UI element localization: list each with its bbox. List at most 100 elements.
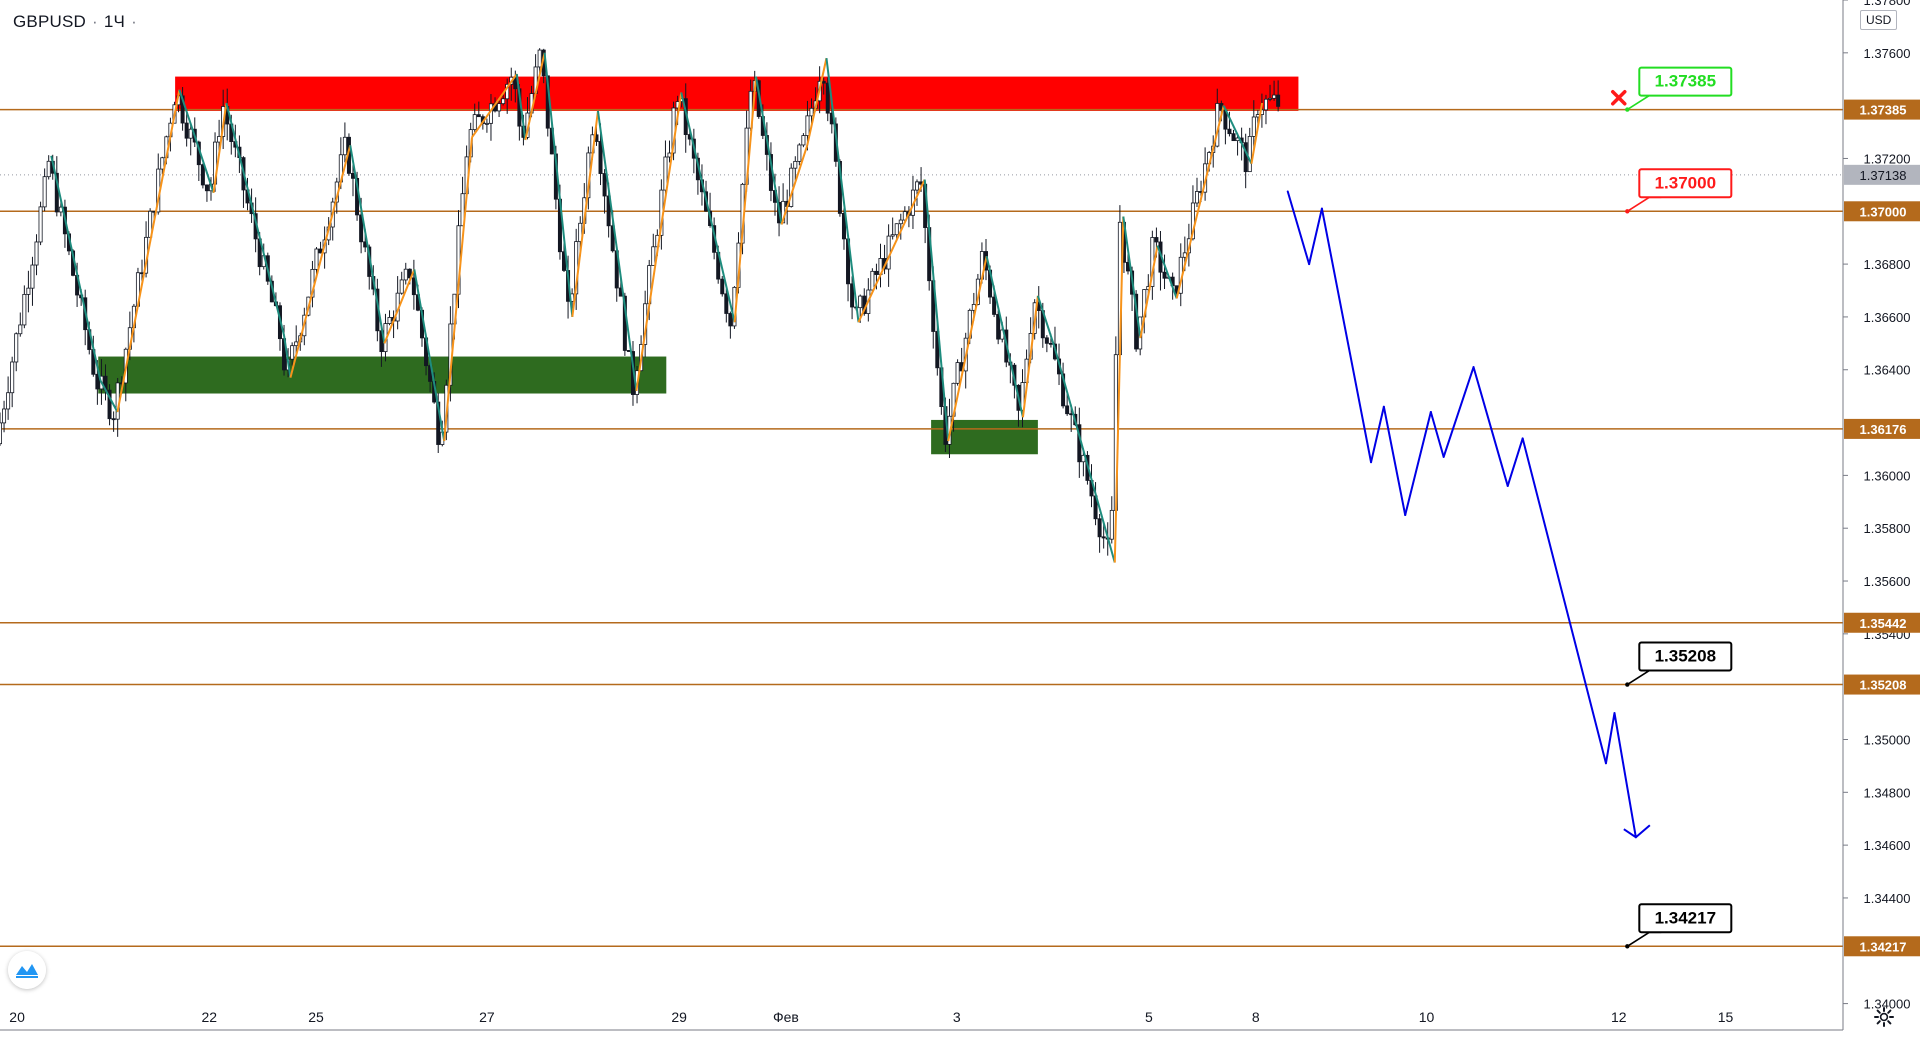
level-price-tag[interactable] xyxy=(1844,201,1920,222)
time-tick-label: 25 xyxy=(308,1009,324,1025)
forecast-segment[interactable] xyxy=(1472,366,1509,487)
callout-black[interactable]: 1.34217 xyxy=(1625,903,1733,949)
level-price-tag[interactable] xyxy=(1844,99,1920,120)
currency-label[interactable]: USD xyxy=(1860,10,1898,30)
level-price-tag[interactable] xyxy=(1844,936,1920,957)
forecast-segment[interactable] xyxy=(1442,366,1475,458)
wave-up-segment xyxy=(1175,105,1225,299)
candle-body xyxy=(505,83,510,100)
candle-body xyxy=(387,317,392,324)
level-price-text: 1.34217 xyxy=(1860,939,1907,954)
candle-body xyxy=(484,122,489,125)
wave-down-segment xyxy=(1036,295,1056,349)
forecast-segment[interactable] xyxy=(1286,190,1311,266)
time-tick-label: Фев xyxy=(773,1009,799,1025)
time-tick-label: 3 xyxy=(953,1009,961,1025)
wave-up-segment xyxy=(471,73,518,138)
candle-body xyxy=(476,114,481,118)
wave-up-segment xyxy=(857,179,926,323)
forecast-segment[interactable] xyxy=(1308,207,1323,266)
candle-body xyxy=(1247,136,1252,173)
candle-body xyxy=(1272,94,1277,99)
red-x-icon[interactable] xyxy=(1611,89,1627,106)
candle-body xyxy=(188,128,193,139)
wave-down-segment xyxy=(178,89,215,194)
forecast-segment[interactable] xyxy=(1521,437,1607,765)
price-tick-label: 1.36800 xyxy=(1864,257,1911,272)
wave-down-segment xyxy=(1222,105,1253,165)
candle-body xyxy=(46,160,51,178)
forecast-segment[interactable] xyxy=(1429,411,1445,458)
wave-down-segment xyxy=(985,255,1024,418)
forecast-segment[interactable] xyxy=(1320,207,1373,464)
level-lines-layer xyxy=(0,108,1843,948)
candle-body xyxy=(825,82,830,114)
forecast-segment[interactable] xyxy=(1370,405,1385,464)
symbol-header[interactable]: GBPUSD · 1Ч · xyxy=(10,11,146,33)
wave-up-segment xyxy=(1113,216,1125,563)
forecast-segment[interactable] xyxy=(1604,712,1616,765)
callout-red[interactable]: 1.37000 xyxy=(1625,168,1733,214)
candle-body xyxy=(602,173,607,197)
candle-body xyxy=(890,234,895,237)
callout-text: 1.37000 xyxy=(1655,173,1716,192)
candle-body xyxy=(342,136,347,156)
callout-green[interactable]: 1.37385 xyxy=(1625,66,1733,112)
candle-body xyxy=(720,278,725,295)
callout-box xyxy=(1638,903,1733,934)
tradingview-logo-icon[interactable] xyxy=(8,951,46,989)
callouts-layer: 1.37385 1.37000 1.35208 1.34217 xyxy=(1611,66,1733,949)
wave-down-segment xyxy=(825,57,860,323)
candle-body xyxy=(0,422,3,445)
wave-up-segment xyxy=(571,110,599,318)
candle-body xyxy=(1227,128,1232,135)
candle-body xyxy=(14,333,19,363)
price-tick-label: 1.37800 xyxy=(1864,0,1911,8)
candle-body xyxy=(1190,202,1195,240)
wave-down-segment xyxy=(923,179,950,442)
candle-body xyxy=(793,160,798,169)
wave-down-segment xyxy=(1122,216,1142,339)
forecast-segment[interactable] xyxy=(1613,712,1637,839)
wave-up-segment xyxy=(1139,245,1159,339)
candle-body xyxy=(359,214,364,243)
forecast-segment[interactable] xyxy=(1382,405,1407,516)
candle-body xyxy=(501,98,506,105)
wave-up-segment xyxy=(806,57,828,146)
level-price-tag[interactable] xyxy=(1844,418,1920,439)
candle-body xyxy=(351,172,356,179)
candle-body xyxy=(894,223,899,236)
candle-body xyxy=(2,408,7,424)
price-tick-label: 1.35600 xyxy=(1864,574,1911,589)
forecast-segment[interactable] xyxy=(1404,411,1432,516)
gear-icon[interactable] xyxy=(1872,1005,1896,1029)
forecast-layer xyxy=(1286,190,1651,839)
candle-body xyxy=(497,103,502,112)
candles-layer xyxy=(0,48,1281,556)
time-tick-label: 20 xyxy=(9,1009,25,1025)
candle-body xyxy=(850,283,855,308)
current-price-tag xyxy=(1844,164,1920,185)
candle-body xyxy=(797,144,802,162)
level-price-tag[interactable] xyxy=(1844,674,1920,695)
candle-body xyxy=(610,225,615,252)
separator-dot: · xyxy=(92,12,98,31)
wave-up-segment xyxy=(212,102,228,193)
wave-down-segment xyxy=(755,76,783,225)
candle-body xyxy=(1268,97,1273,100)
price-tick-label: 1.34400 xyxy=(1864,891,1911,906)
candle-body xyxy=(915,181,920,191)
candle-body xyxy=(874,270,879,275)
interval-label: 1Ч xyxy=(103,12,126,31)
candle-body xyxy=(1065,405,1070,415)
callout-pointer xyxy=(1626,669,1662,686)
forecast-segment[interactable] xyxy=(1506,437,1524,487)
callout-black[interactable]: 1.35208 xyxy=(1625,641,1733,687)
candle-body xyxy=(724,293,729,314)
candle-body xyxy=(22,294,27,326)
candle-body xyxy=(667,152,672,158)
level-price-tag[interactable] xyxy=(1844,612,1920,633)
